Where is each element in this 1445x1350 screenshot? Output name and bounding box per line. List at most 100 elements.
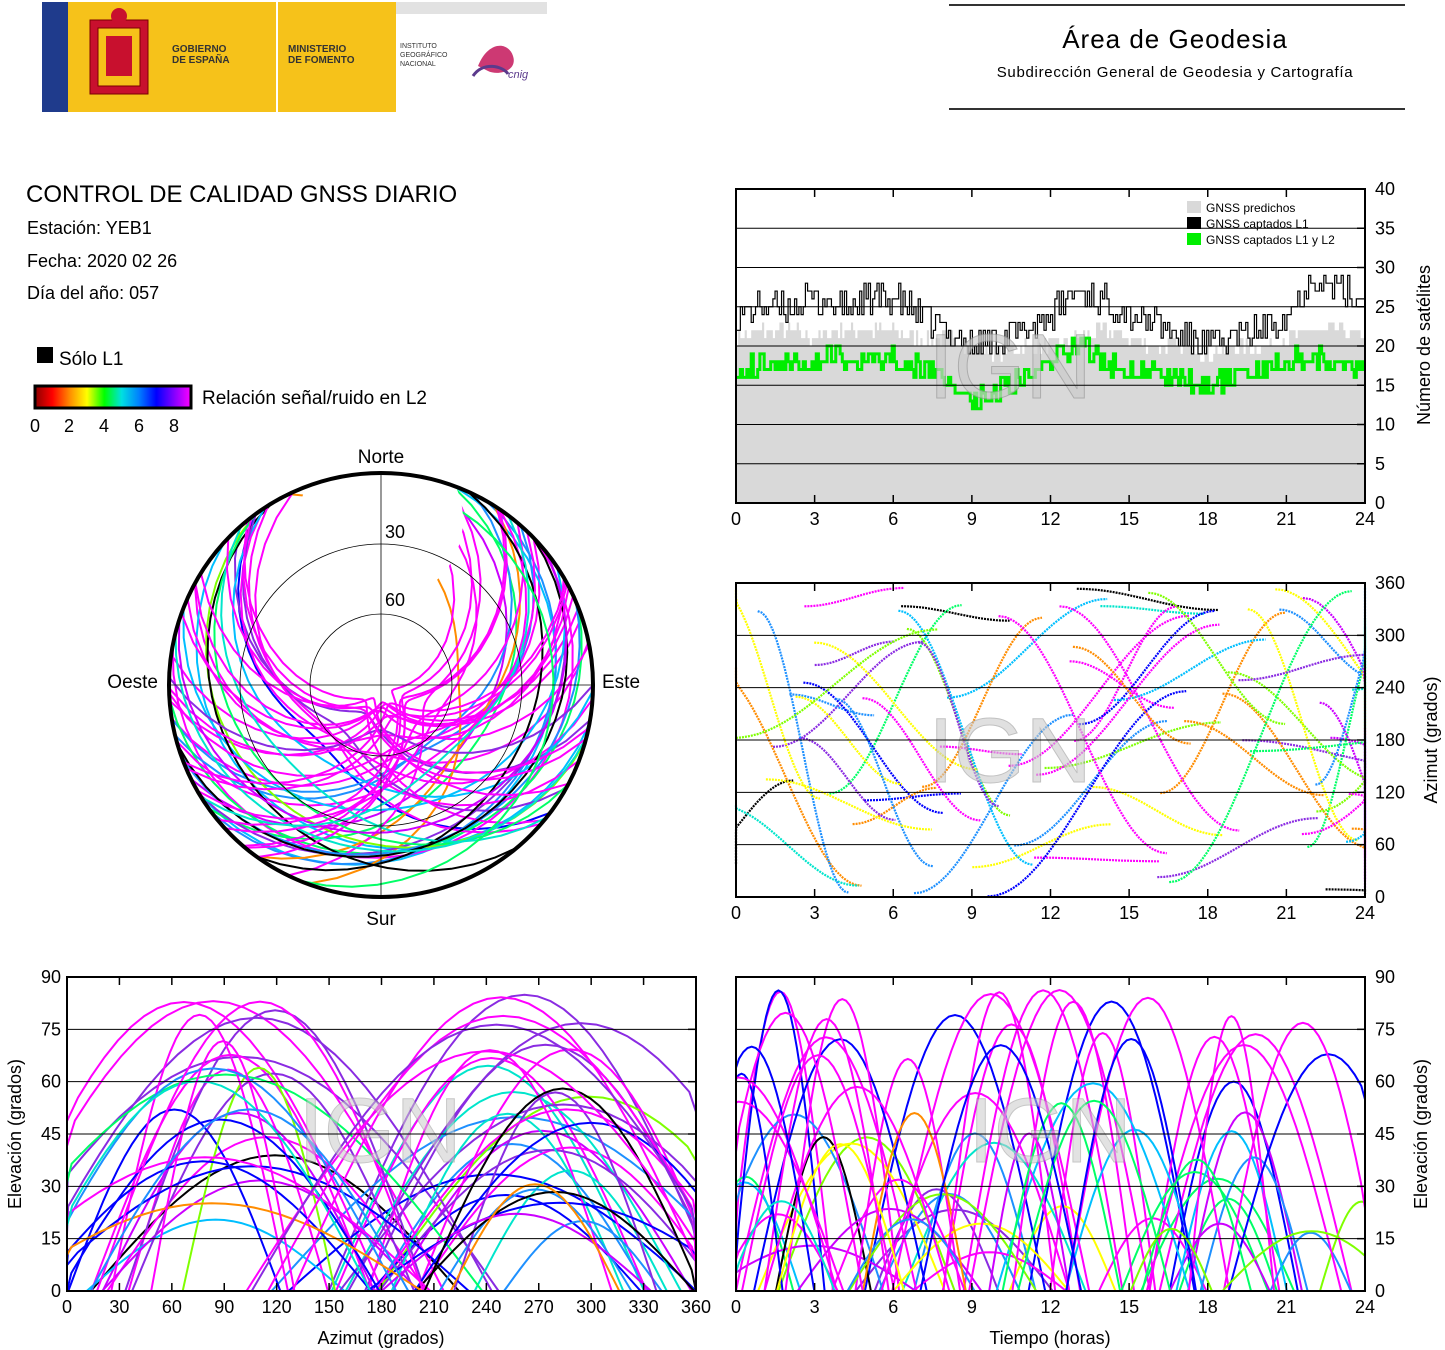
cnig-logo-text: cnig — [508, 69, 529, 81]
azimuth-track — [998, 615, 1167, 855]
only-l1-swatch — [37, 347, 53, 363]
elevation-azimuth-track — [66, 1202, 423, 1292]
elevation-azimuth-track — [110, 1013, 289, 1292]
x-tick-label: 21 — [1276, 903, 1296, 923]
only-l1-label: Sólo L1 — [59, 349, 124, 370]
x-tick-label: 12 — [1040, 509, 1060, 529]
azimuth-track — [1073, 605, 1178, 742]
skyplot-ring-label-30: 30 — [385, 522, 405, 542]
institute-line1: INSTITUTO — [400, 43, 437, 50]
azimuth-track — [1008, 614, 1190, 767]
azimuth-track — [1059, 605, 1240, 832]
y-tick-label: 0 — [1375, 887, 1385, 907]
azimuth-track — [1100, 605, 1205, 615]
azimuth-track — [864, 792, 961, 802]
azimuth-track — [898, 609, 1033, 866]
skyplot-track — [177, 552, 568, 834]
x-tick-label: 180 — [366, 1297, 396, 1317]
elevation-time-track — [912, 1251, 1067, 1292]
skyplot-track — [242, 513, 567, 812]
count-ylabel: Número de satélites — [1414, 265, 1434, 425]
y-tick-label: 120 — [1375, 782, 1405, 802]
y-tick-label: 35 — [1375, 218, 1395, 238]
elevation-time-track — [1065, 1037, 1197, 1292]
skyplot-track — [216, 473, 456, 826]
azimuth-track — [1279, 608, 1367, 679]
y-tick-label: 75 — [41, 1019, 61, 1039]
elevation-azimuth-track — [449, 1183, 621, 1292]
coat-of-arms-icon — [89, 8, 149, 95]
azimuth-track — [1092, 785, 1223, 837]
elevation-time-track — [1049, 1032, 1157, 1292]
snr-colorbar-rect — [33, 384, 193, 410]
azimuth-track — [939, 745, 1022, 756]
x-tick-label: 9 — [967, 903, 977, 923]
elevation-time-track — [735, 1244, 917, 1292]
elevation-time-track — [1158, 1033, 1353, 1292]
x-tick-label: 6 — [888, 509, 898, 529]
y-tick-label: 20 — [1375, 336, 1395, 356]
azimuth-track — [1169, 590, 1352, 884]
x-tick-label: 12 — [1040, 903, 1060, 923]
azimuth-track — [795, 695, 903, 786]
elevation-azimuth-track — [96, 1000, 425, 1292]
watermark: IGN — [928, 316, 1092, 418]
skyplot-track — [182, 566, 567, 812]
elevation-time-track — [1187, 1014, 1275, 1292]
elevation-time-ylabel: Elevación (grados) — [1411, 1059, 1431, 1209]
snr-tick: 0 — [30, 416, 41, 436]
y-tick-label: 0 — [1375, 493, 1385, 513]
x-tick-label: 360 — [681, 1297, 711, 1317]
skyplot-track — [180, 612, 591, 741]
elevation-time-track — [962, 989, 1124, 1292]
watermark: IGN — [928, 700, 1092, 802]
elevation-time-track — [1148, 1035, 1281, 1292]
azimuth-track — [1301, 728, 1367, 836]
watermark: IGN — [968, 1080, 1132, 1182]
azimuth-track — [735, 628, 939, 739]
elevation-azimuth-track — [416, 1048, 697, 1292]
government-logo: GOBIERNO DE ESPAÑA — [68, 2, 276, 112]
legend-swatch — [1187, 201, 1201, 213]
snr-ticks: 0 2 4 6 8 — [30, 416, 200, 438]
elevation-azimuth-track — [417, 1146, 697, 1292]
elevation-time-track — [1120, 1170, 1269, 1292]
x-tick-label: 300 — [576, 1297, 606, 1317]
legend-swatch — [1187, 233, 1201, 245]
elevation-time-track — [735, 1213, 839, 1292]
azimuth-track — [1069, 660, 1175, 709]
y-tick-label: 180 — [1375, 730, 1405, 750]
y-tick-label: 90 — [1375, 967, 1395, 987]
skyplot-track — [196, 473, 478, 820]
azimuth-track — [922, 616, 1043, 788]
azimuth-track — [1275, 588, 1367, 737]
ministry-logo: MINISTERIO DE FOMENTO — [278, 2, 396, 112]
x-tick-label: 150 — [314, 1297, 344, 1317]
azimuth-track — [835, 697, 934, 868]
elevation-azimuth-track — [66, 1067, 397, 1292]
x-tick-label: 330 — [629, 1297, 659, 1317]
azimuth-track — [1222, 692, 1367, 849]
legend-label: GNSS captados L1 y L2 — [1206, 233, 1335, 247]
x-tick-label: 6 — [888, 1297, 898, 1317]
skyplot-ring-label-60: 60 — [385, 590, 405, 610]
elevation-azimuth-track — [391, 1129, 693, 1292]
x-tick-label: 270 — [524, 1297, 554, 1317]
ministry-line2: DE FOMENTO — [288, 55, 355, 66]
azimuth-track — [814, 641, 979, 771]
elevation-azimuth-track — [453, 1091, 658, 1292]
y-tick-label: 60 — [1375, 1072, 1395, 1092]
x-tick-label: 90 — [214, 1297, 234, 1317]
elevation-azimuth-track — [86, 1218, 346, 1292]
elevation-azimuth-track — [66, 1118, 381, 1292]
elevation-time-track — [995, 1082, 1191, 1292]
elevation-time-track — [873, 1188, 1000, 1292]
watermark: IGN — [298, 1080, 462, 1182]
azimuth-track — [1157, 817, 1318, 879]
azimuth-track — [789, 693, 875, 717]
skyplot-track — [206, 502, 518, 872]
elevation-azimuth-track — [67, 1108, 282, 1292]
y-tick-label: 0 — [1375, 1281, 1385, 1301]
area-title: Área de Geodesia — [1062, 24, 1288, 54]
x-tick-label: 3 — [810, 903, 820, 923]
